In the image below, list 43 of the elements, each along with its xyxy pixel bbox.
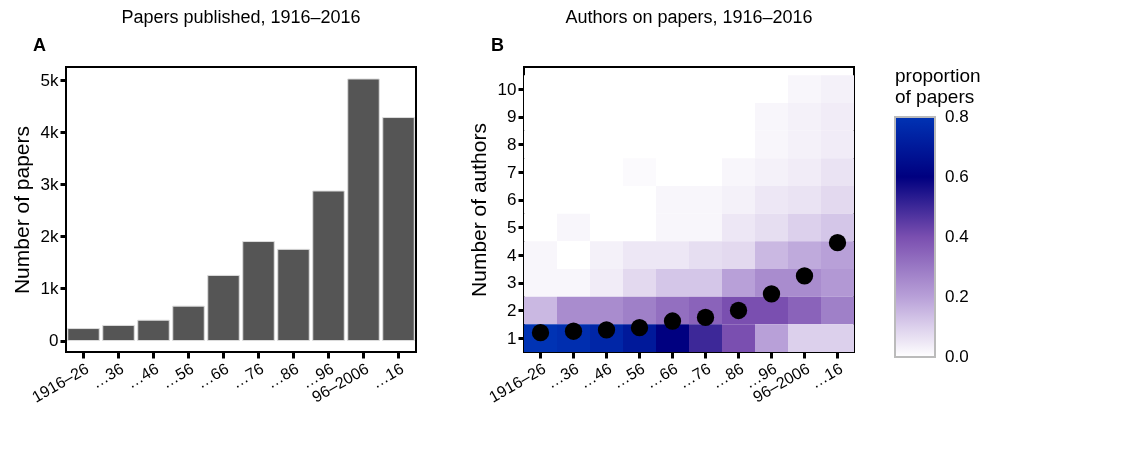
- color-bar-label: 0.8: [945, 107, 969, 126]
- bar: [242, 241, 275, 342]
- bar: [137, 319, 170, 342]
- y-axis-title: Number of authors: [466, 123, 490, 297]
- chart-title: Authors on papers, 1916–2016: [565, 7, 813, 27]
- bar: [347, 78, 380, 342]
- y-tick-label: 5k: [40, 70, 59, 90]
- bar: [102, 324, 135, 342]
- y-tick-label: 1: [507, 328, 517, 348]
- y-tick-label: 5: [507, 217, 517, 237]
- y-tick-label: 1k: [40, 278, 59, 298]
- y-tick-label: 7: [507, 162, 517, 182]
- color-bar-label: 0.4: [945, 227, 969, 246]
- y-tick-label: 2k: [40, 226, 59, 246]
- point: [762, 285, 781, 303]
- bar: [67, 328, 100, 342]
- bar: [207, 274, 240, 342]
- y-axis-title: Number of papers: [9, 125, 33, 295]
- color-bar-label: 0.6: [945, 167, 969, 186]
- y-tick-label: 9: [507, 107, 517, 127]
- point: [630, 319, 649, 337]
- chart-title: Papers published, 1916–2016: [121, 7, 361, 27]
- bar: [277, 248, 310, 342]
- point: [663, 312, 682, 330]
- text: A: [33, 35, 46, 55]
- point: [828, 234, 847, 252]
- color-bar-label: 0.2: [945, 287, 969, 306]
- y-tick-label: 0: [49, 331, 59, 351]
- y-tick-label: 4k: [40, 122, 59, 142]
- color-bar-label: 0.0: [945, 347, 969, 366]
- legend-title: proportion of papers: [895, 65, 981, 107]
- bar: [172, 305, 205, 342]
- y-tick-label: 3: [507, 273, 517, 293]
- text: B: [491, 35, 504, 55]
- bar: [382, 117, 415, 342]
- y-tick-label: 8: [507, 134, 517, 154]
- y-tick-label: 2: [507, 301, 517, 320]
- bar: [312, 190, 345, 342]
- y-tick-label: 3k: [40, 174, 59, 194]
- y-tick-label: 10: [497, 79, 517, 99]
- y-tick-label: 4: [507, 245, 517, 265]
- y-tick-label: 6: [507, 190, 517, 210]
- x-tick-label: …16: [368, 359, 407, 392]
